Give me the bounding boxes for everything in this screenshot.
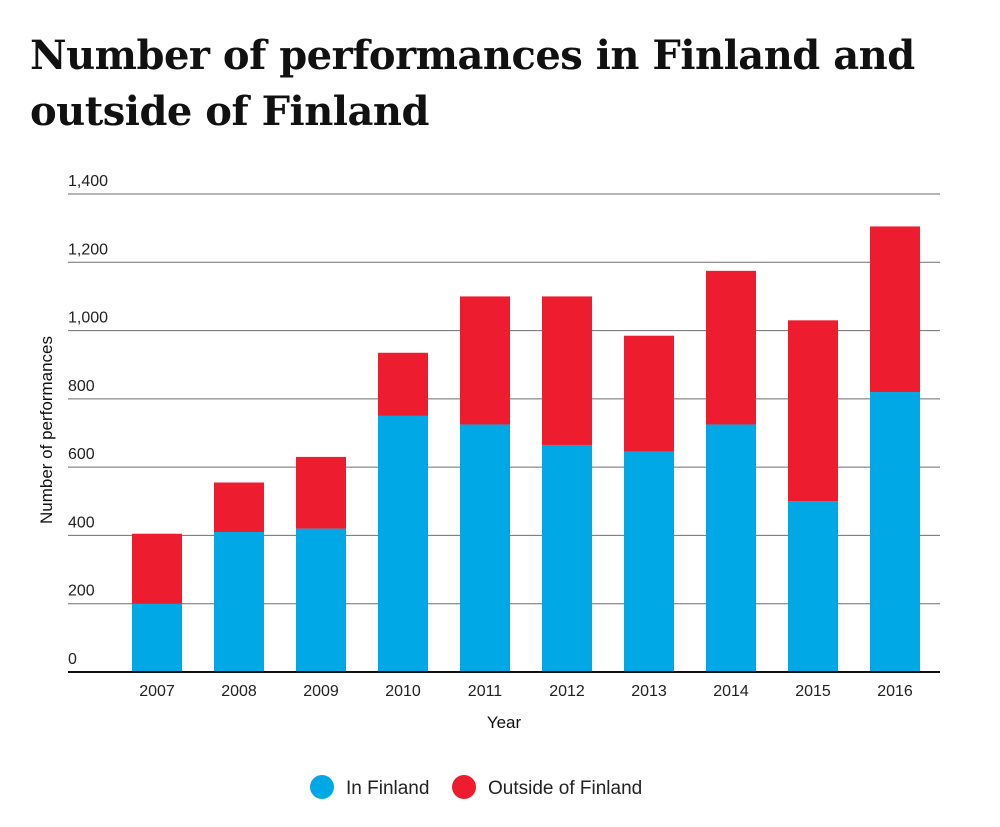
legend-label: Outside of Finland — [488, 778, 642, 799]
x-axis-title: Year — [487, 713, 522, 732]
y-tick-label: 0 — [68, 651, 77, 668]
bar-segment-outside-of-finland — [870, 226, 920, 393]
x-tick-label: 2008 — [221, 683, 257, 700]
bar-segment-in-finland — [624, 451, 674, 672]
bar-segment-outside-of-finland — [706, 270, 756, 425]
bar-segment-outside-of-finland — [624, 335, 674, 452]
x-tick-label: 2013 — [631, 683, 667, 700]
bar-segment-in-finland — [378, 415, 428, 672]
chart-title: Number of performances in Finland and ou… — [30, 32, 915, 135]
bar-segment-outside-of-finland — [542, 296, 592, 445]
bar-segment-in-finland — [296, 528, 346, 672]
legend: In Finland Outside of Finland — [310, 775, 642, 799]
x-tick-label: 2007 — [139, 683, 175, 700]
y-tick-label: 1,000 — [68, 310, 108, 327]
y-tick-label: 600 — [68, 446, 95, 463]
bar-segment-outside-of-finland — [460, 296, 510, 425]
bar-segment-outside-of-finland — [296, 456, 346, 529]
bar-segment-in-finland — [706, 424, 756, 672]
bar-segment-outside-of-finland — [378, 352, 428, 416]
bar-segment-in-finland — [870, 392, 920, 672]
bar-segment-in-finland — [460, 424, 510, 672]
legend-swatch — [310, 775, 334, 799]
bar-segment-in-finland — [132, 603, 182, 672]
x-tick-label: 2016 — [877, 683, 913, 700]
bars — [132, 226, 920, 672]
bar-segment-in-finland — [542, 444, 592, 672]
x-tick-label: 2012 — [549, 683, 585, 700]
y-tick-label: 1,200 — [68, 241, 108, 258]
x-axis-tick-labels: 2007 2008 2009 2010 2011 2012 2013 2014 2015 2016 — [139, 683, 913, 700]
x-tick-label: 2014 — [713, 683, 749, 700]
y-axis-title: Number of performances — [37, 336, 56, 524]
y-tick-label: 400 — [68, 514, 95, 531]
y-tick-label: 200 — [68, 583, 95, 600]
x-tick-label: 2010 — [385, 683, 421, 700]
bar-segment-outside-of-finland — [214, 482, 264, 533]
y-axis-tick-labels: 0 200 400 600 800 1,000 1,200 1,400 — [68, 173, 108, 668]
legend-label: In Finland — [346, 778, 429, 799]
x-tick-label: 2011 — [468, 683, 503, 700]
bar-segment-in-finland — [788, 501, 838, 672]
y-tick-label: 800 — [68, 378, 95, 395]
x-tick-label: 2015 — [795, 683, 831, 700]
bar-segment-in-finland — [214, 532, 264, 672]
y-tick-label: 1,400 — [68, 173, 108, 190]
legend-swatch — [452, 775, 476, 799]
bar-segment-outside-of-finland — [788, 320, 838, 502]
bar-segment-outside-of-finland — [132, 533, 182, 604]
x-tick-label: 2009 — [303, 683, 339, 700]
